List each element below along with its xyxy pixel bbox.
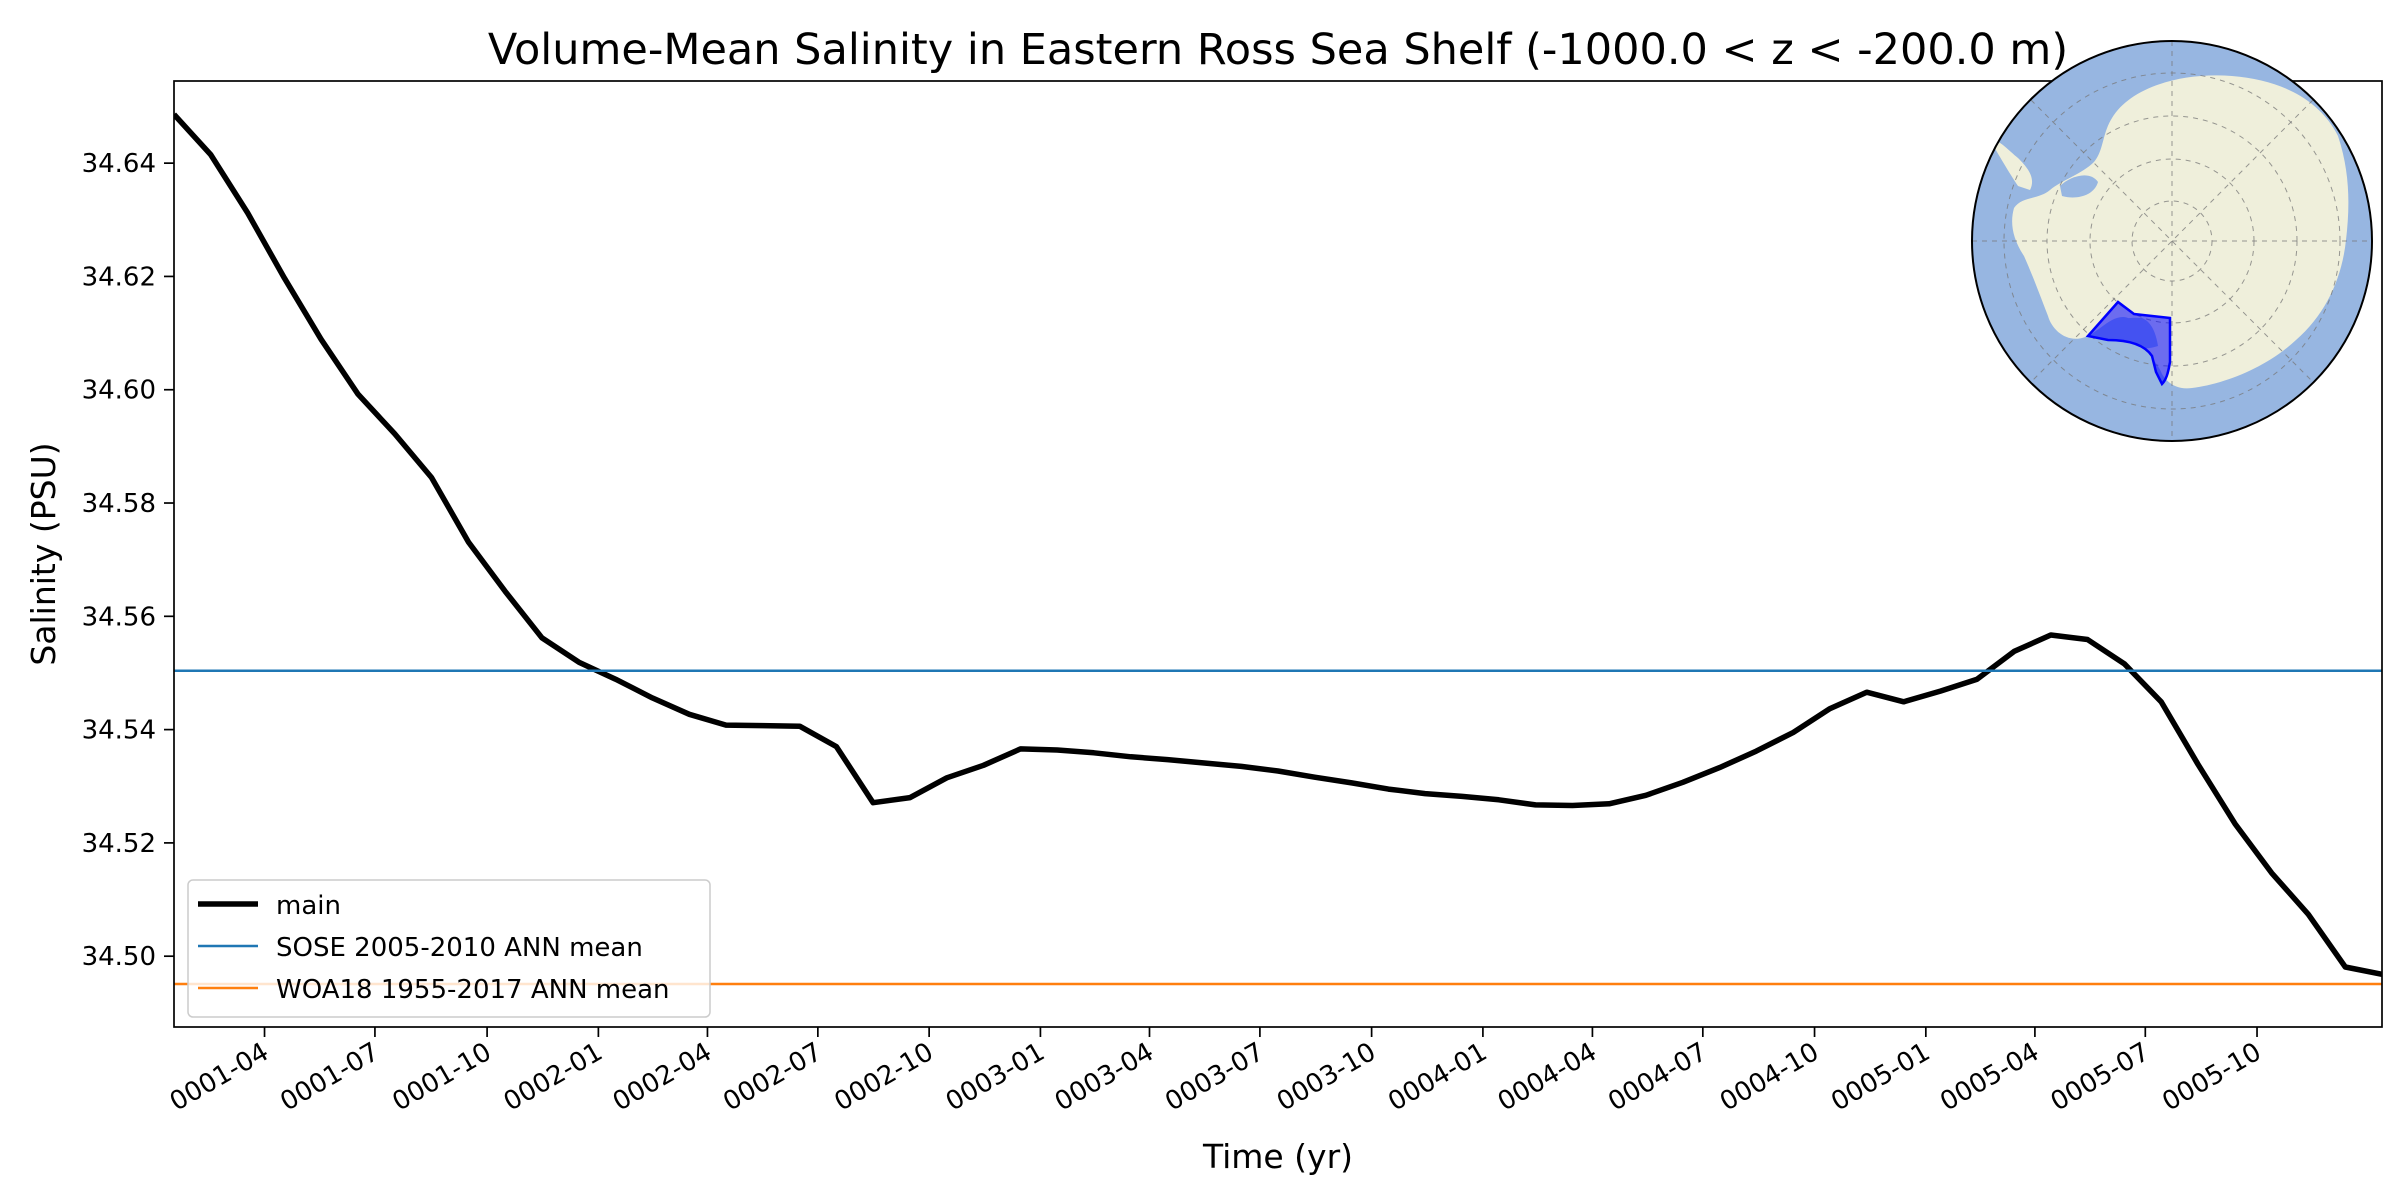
x-axis-label: Time (yr) bbox=[1202, 1137, 1353, 1176]
x-tick-label: 0005-07 bbox=[2046, 1037, 2155, 1117]
legend-label-woa18: WOA18 1955-2017 ANN mean bbox=[276, 975, 670, 1005]
y-tick-label: 34.60 bbox=[82, 376, 156, 406]
chart-title: Volume-Mean Salinity in Eastern Ross Sea… bbox=[488, 25, 2068, 75]
x-tick-label: 0005-10 bbox=[2157, 1037, 2266, 1117]
x-tick-label: 0001-07 bbox=[275, 1037, 384, 1117]
antarctic-peninsula bbox=[1990, 139, 2033, 190]
x-tick-label: 0002-01 bbox=[499, 1037, 608, 1117]
series-line-main bbox=[174, 112, 2382, 977]
y-tick-label: 34.58 bbox=[82, 489, 156, 519]
y-tick-label: 34.62 bbox=[82, 262, 156, 292]
x-tick-label: 0004-07 bbox=[1603, 1037, 1712, 1117]
y-tick-label: 34.54 bbox=[82, 716, 156, 746]
weddell-sea-inlet bbox=[2060, 175, 2098, 198]
x-tick-label: 0005-01 bbox=[1826, 1037, 1935, 1117]
inset-map bbox=[1971, 40, 2373, 442]
x-tick-label: 0002-07 bbox=[718, 1037, 827, 1117]
y-axis: 34.50 34.52 34.54 34.56 34.58 34.60 34.62 34.64 bbox=[82, 149, 174, 972]
x-tick-label: 0002-10 bbox=[830, 1037, 939, 1117]
legend-label-main: main bbox=[276, 891, 341, 921]
map-outline bbox=[1971, 40, 2373, 442]
x-tick-label: 0004-04 bbox=[1493, 1037, 1602, 1117]
x-tick-label: 0001-10 bbox=[388, 1037, 497, 1117]
y-tick-label: 34.56 bbox=[82, 602, 156, 632]
legend-frame bbox=[187, 879, 711, 1018]
x-tick-label: 0003-04 bbox=[1050, 1037, 1159, 1117]
antarctica-landmass bbox=[2012, 75, 2349, 389]
x-tick-label: 0003-01 bbox=[941, 1037, 1050, 1117]
y-tick-label: 34.64 bbox=[82, 149, 156, 179]
legend-label-sose: SOSE 2005-2010 ANN mean bbox=[276, 933, 643, 963]
x-tick-label: 0002-04 bbox=[608, 1037, 717, 1117]
x-tick-label: 0003-10 bbox=[1272, 1037, 1381, 1117]
x-axis: 0001-04 0001-07 0001-10 0002-01 0002-04 0002-… bbox=[165, 1027, 2267, 1117]
x-tick-label: 0005-04 bbox=[1935, 1037, 2044, 1117]
x-tick-label: 0001-04 bbox=[165, 1037, 274, 1117]
x-tick-label: 0004-01 bbox=[1383, 1037, 1492, 1117]
plot-frame bbox=[173, 80, 2383, 1028]
legend: main SOSE 2005-2010 ANN mean WOA18 1955-… bbox=[187, 879, 711, 1018]
map-gridlines bbox=[1972, 41, 2372, 441]
x-tick-label: 0004-10 bbox=[1715, 1037, 1824, 1117]
x-tick-label: 0003-07 bbox=[1160, 1037, 1269, 1117]
y-tick-label: 34.52 bbox=[82, 829, 156, 859]
y-tick-label: 34.50 bbox=[82, 942, 156, 972]
highlighted-region bbox=[2085, 300, 2172, 387]
y-axis-label: Salinity (PSU) bbox=[24, 442, 63, 665]
